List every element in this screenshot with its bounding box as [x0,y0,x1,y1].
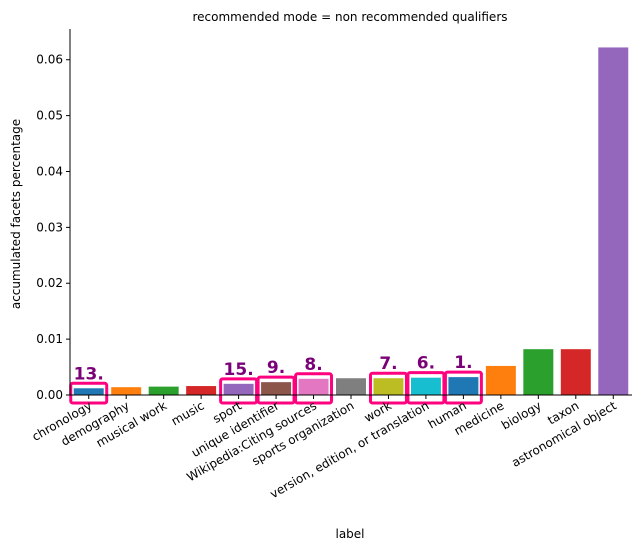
rank-label-0: 13. [74,364,104,384]
y-tick-label-6: 0.06 [36,53,63,67]
chart-title: recommended mode = non recommended quali… [192,10,507,24]
rank-label-6: 8. [304,355,322,375]
bar-12 [523,349,554,395]
rank-label-4: 15. [224,360,254,380]
y-tick-label-3: 0.03 [36,220,63,234]
y-tick-label-4: 0.04 [36,164,63,178]
highlight-box-6 [294,372,334,405]
rank-label-10: 1. [454,353,472,373]
x-tick-label-12: biology [499,398,544,432]
y-axis-title: accumulated facets percentage [9,119,23,309]
bar-9 [410,377,441,395]
rank-label-8: 7. [379,354,397,374]
bar-10 [448,377,479,395]
bar-3 [186,386,217,395]
rank-label-5: 9. [267,358,285,378]
bar-0 [73,388,104,395]
bar-11 [485,365,516,395]
y-tick-label-5: 0.05 [36,109,63,123]
bar-2 [148,386,179,395]
rank-label-9: 6. [417,354,435,374]
x-axis-title: label [335,527,364,541]
bars-layer [73,47,629,395]
bar-14 [598,47,629,395]
bar-8 [373,378,404,395]
bar-1 [111,387,142,395]
bar-6 [298,378,329,395]
bar-4 [223,383,254,395]
y-tick-label-1: 0.01 [36,332,63,346]
bar-7 [336,378,366,395]
x-tick-label-3: music [169,398,207,428]
highlight-layer: 13. 15. 9. 8. 7. 6. 1. [69,353,483,405]
y-tick-label-2: 0.02 [36,276,63,290]
y-axis: 0.00 0.01 0.02 0.03 0.04 0.05 0.06 [36,29,71,402]
highlight-box-10 [443,370,483,405]
highlight-box-0 [69,381,109,405]
bar-5 [261,382,292,395]
y-tick-label-0: 0.00 [36,388,63,402]
bar-13 [560,349,591,395]
